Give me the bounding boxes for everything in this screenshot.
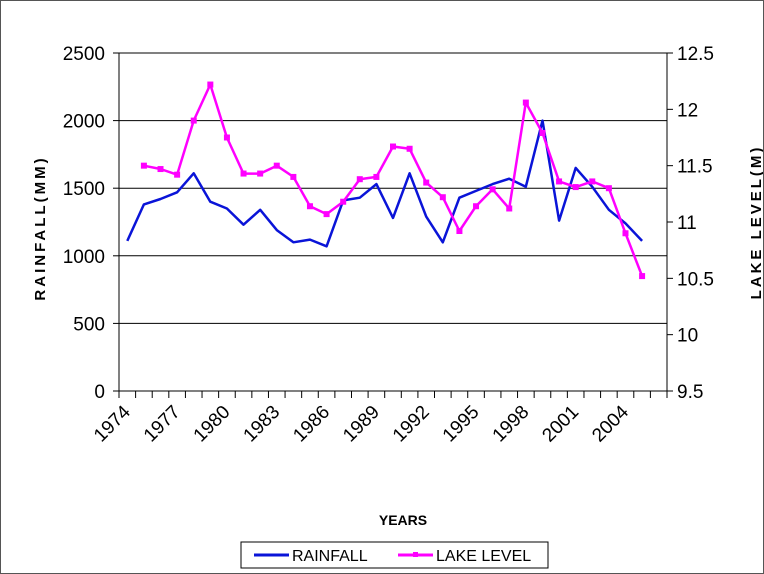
lake-level-point xyxy=(306,203,313,210)
x-tick-label: 1989 xyxy=(339,402,384,447)
lake-level-point xyxy=(323,211,330,218)
lake-level-point xyxy=(290,173,297,180)
x-tick-label: 1992 xyxy=(389,402,434,447)
right-axis-ticks: 9.5 10 10.5 11 11.5 12 12.5 xyxy=(667,44,714,403)
lake-level-point xyxy=(207,81,214,88)
legend-box xyxy=(240,541,549,569)
x-tick-label: 1995 xyxy=(439,402,484,447)
left-tick-label: 0 xyxy=(94,382,105,403)
legend-lake-level-marker xyxy=(413,552,418,557)
left-tick-label: 2500 xyxy=(63,44,105,65)
left-axis-ticks: 0 500 1000 1500 2000 2500 xyxy=(63,44,119,403)
x-tick-label: 2001 xyxy=(538,402,583,447)
lake-level-point xyxy=(157,166,164,173)
lake-level-point xyxy=(406,145,413,152)
left-axis-title: RAINFALL(MM) xyxy=(32,155,49,300)
right-tick-label: 11.5 xyxy=(677,157,713,178)
lake-level-point xyxy=(572,184,579,191)
legend: RAINFALL LAKE LEVEL xyxy=(240,541,549,569)
lake-level-point xyxy=(622,230,629,237)
lake-level-point xyxy=(589,178,596,185)
x-tick-label: 1998 xyxy=(489,402,534,447)
x-tick-label: 1980 xyxy=(190,402,235,447)
gridlines xyxy=(119,52,667,324)
legend-rainfall-label: RAINFALL xyxy=(292,548,368,565)
left-tick-label: 500 xyxy=(73,314,105,335)
lake-level-point xyxy=(174,171,181,178)
lake-level-point xyxy=(240,170,247,177)
right-tick-label: 9.5 xyxy=(677,382,703,403)
lake-level-point xyxy=(223,134,230,141)
lake-level-point xyxy=(506,205,513,212)
right-tick-label: 10 xyxy=(677,326,698,347)
x-tick-label: 1974 xyxy=(90,401,135,446)
lake-level-point xyxy=(190,117,197,124)
lake-level-point xyxy=(140,162,147,169)
lake-level-point xyxy=(639,273,646,280)
lake-level-point xyxy=(439,194,446,201)
x-tick-label: 1977 xyxy=(140,402,185,447)
lake-level-point xyxy=(456,228,463,235)
lake-level-point xyxy=(605,185,612,192)
lake-level-point xyxy=(556,178,563,185)
lake-level-point xyxy=(273,162,280,169)
left-tick-label: 2000 xyxy=(63,112,105,133)
lake-level-point xyxy=(373,173,380,180)
right-axis-title: LAKE LEVEL(M) xyxy=(748,145,763,300)
x-axis-title: YEARS xyxy=(379,512,427,528)
lake-level-point xyxy=(356,176,363,183)
lake-level-point xyxy=(489,186,496,193)
lake-level-point xyxy=(473,203,480,210)
lake-level-point xyxy=(539,129,546,136)
lake-level-point xyxy=(423,179,430,186)
x-tick-label: 1983 xyxy=(240,402,285,447)
lake-level-point xyxy=(390,143,396,150)
left-tick-label: 1000 xyxy=(63,247,105,268)
lake-level-point xyxy=(340,198,347,205)
legend-lake-level-label: LAKE LEVEL xyxy=(436,548,531,565)
lake-level-point xyxy=(522,99,529,106)
x-axis-ticks: 1974 1977 1980 1983 1986 1989 1992 1995 1998 2001… xyxy=(90,391,668,447)
right-tick-label: 10.5 xyxy=(677,269,714,290)
rainfall-line xyxy=(126,119,644,248)
lake-level-line xyxy=(143,83,644,277)
x-tick-label: 2004 xyxy=(588,401,633,446)
right-tick-label: 11 xyxy=(677,213,697,234)
x-tick-label: 1986 xyxy=(289,402,334,447)
series-group xyxy=(126,81,646,280)
lake-level-point xyxy=(257,170,264,177)
right-tick-label: 12.5 xyxy=(677,44,714,65)
right-tick-label: 12 xyxy=(677,100,698,121)
left-tick-label: 1500 xyxy=(63,179,105,200)
